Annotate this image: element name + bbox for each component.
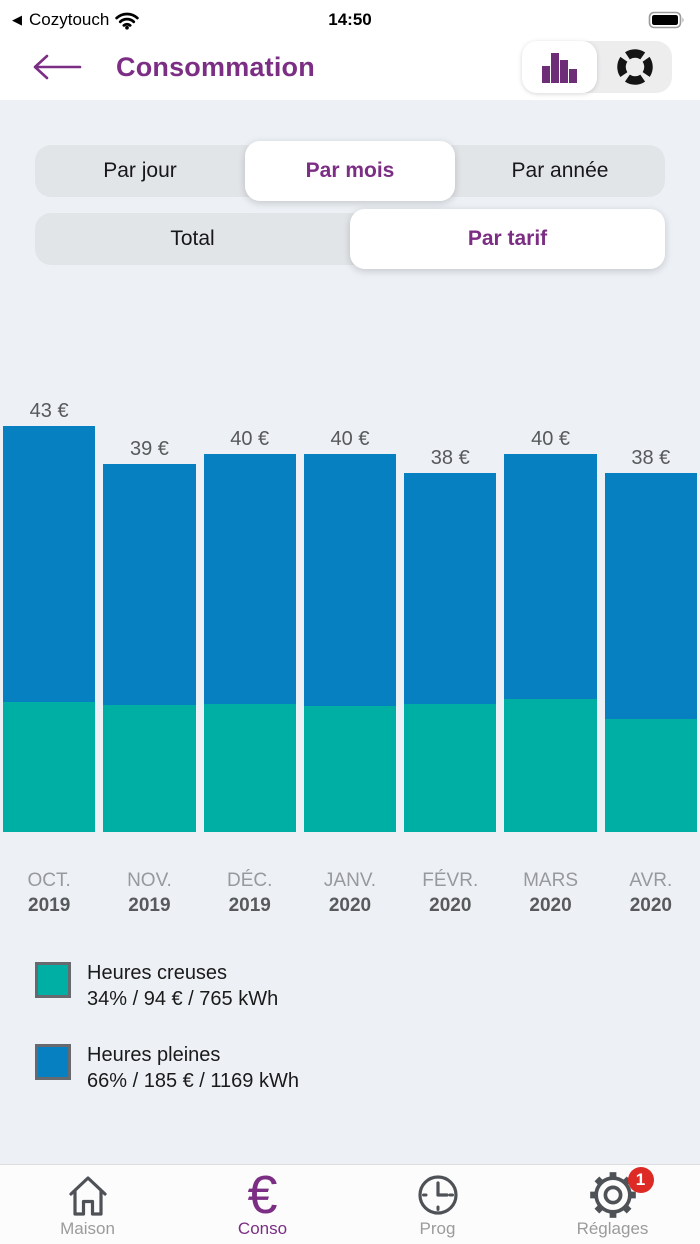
legend-name: Heures creuses xyxy=(87,962,228,984)
legend-detail: 34% / 94 € / 765 kWh xyxy=(87,988,279,1010)
tab-par-mois[interactable]: Par mois xyxy=(245,141,455,201)
house-icon xyxy=(64,1171,112,1219)
app-header: Consommation xyxy=(0,34,700,100)
chart-view-toggle xyxy=(522,41,672,93)
legend-name: Heures pleines xyxy=(87,1044,221,1066)
bar-total-label: 40 € xyxy=(330,428,370,451)
notification-badge: 1 xyxy=(627,1167,654,1193)
tab-total[interactable]: Total xyxy=(170,227,215,250)
legend-heures-creuses: Heures creuses 34% / 94 € / 765 kWh xyxy=(35,960,700,1012)
tab-label: Conso xyxy=(237,1219,288,1238)
heures-creuses-segment xyxy=(203,703,296,832)
arrow-left-icon[interactable] xyxy=(30,52,84,82)
x-axis-label: NOV. 2019 xyxy=(127,870,172,916)
bar-total-label: 43 € xyxy=(29,400,69,423)
carrier-name[interactable]: Cozytouch xyxy=(29,10,110,29)
clock-icon xyxy=(414,1171,462,1219)
mode-segmented-control: Total Par tarif xyxy=(35,209,665,269)
bar-column[interactable]: 38 € xyxy=(604,447,697,832)
back-to-app-icon[interactable]: ◀ xyxy=(12,12,22,27)
bottom-tab-bar: Maison € Conso Prog xyxy=(0,1164,700,1244)
bar-total-label: 39 € xyxy=(129,437,169,460)
heures-pleines-segment xyxy=(3,426,96,702)
bar-column[interactable]: 40 € xyxy=(504,428,597,832)
tab-conso[interactable]: € Conso xyxy=(175,1165,350,1244)
carrier-info: ◀ Cozytouch xyxy=(12,10,140,30)
tab-label: Réglages xyxy=(576,1219,649,1238)
bar-total-label: 38 € xyxy=(631,447,671,470)
heures-pleines-segment xyxy=(604,473,697,719)
heures-pleines-segment xyxy=(404,473,497,704)
heures-creuses-segment xyxy=(404,703,497,832)
bar-chart-view-button[interactable] xyxy=(522,41,597,93)
heures-creuses-segment xyxy=(504,698,597,832)
wifi-icon xyxy=(115,11,140,30)
clock-time: 14:50 xyxy=(328,10,372,29)
heures-creuses-swatch xyxy=(35,962,71,998)
bar-column[interactable]: 43 € xyxy=(3,400,96,832)
bar-total-label: 40 € xyxy=(230,428,270,451)
bar-column[interactable]: 40 € xyxy=(203,428,296,832)
heures-creuses-segment xyxy=(604,718,697,832)
tab-par-annee[interactable]: Par année xyxy=(511,159,609,182)
x-axis-label: DÉC. 2019 xyxy=(227,870,273,916)
heures-creuses-segment xyxy=(3,701,96,832)
bar-column[interactable]: 38 € xyxy=(404,447,497,832)
x-axis-label: MARS 2020 xyxy=(523,870,578,916)
x-axis-label: OCT. 2019 xyxy=(27,870,71,916)
x-axis-labels: OCT. 2019 NOV. 2019 DÉC. 2019 JANV. 2020 FÉVR. 20… xyxy=(0,868,700,918)
heures-pleines-segment xyxy=(504,454,597,699)
bar-column[interactable]: 39 € xyxy=(103,437,196,832)
stacked-bar-chart: 43 € 39 € 40 € 40 € 38 € 40 € 38 € xyxy=(0,398,700,832)
x-axis-label: AVR. 2020 xyxy=(629,870,673,916)
heures-pleines-segment xyxy=(103,463,196,705)
tab-par-tarif[interactable]: Par tarif xyxy=(350,209,665,269)
period-segmented-control: Par jour Par mois Par année xyxy=(35,141,665,201)
page-title: Consommation xyxy=(116,51,315,82)
gear-icon: 1 xyxy=(588,1167,654,1219)
tab-par-jour[interactable]: Par jour xyxy=(103,159,177,182)
x-axis-label: JANV. 2020 xyxy=(323,870,377,916)
status-bar: ◀ Cozytouch 14:50 xyxy=(0,0,700,34)
legend-heures-pleines: Heures pleines 66% / 185 € / 1169 kWh xyxy=(35,1042,700,1094)
legend-detail: 66% / 185 € / 1169 kWh xyxy=(87,1070,299,1092)
heures-creuses-segment xyxy=(103,704,196,832)
donut-chart-view-button[interactable] xyxy=(597,41,672,93)
heures-creuses-segment xyxy=(303,706,397,832)
heures-pleines-segment xyxy=(203,454,296,704)
bar-total-label: 40 € xyxy=(531,428,571,451)
battery-icon xyxy=(648,10,688,30)
donut-chart-icon xyxy=(615,47,655,87)
chart-legend: Heures creuses 34% / 94 € / 765 kWh Heur… xyxy=(35,960,700,1094)
tab-maison[interactable]: Maison xyxy=(0,1165,175,1244)
x-axis-label: FÉVR. 2020 xyxy=(422,870,479,916)
euro-icon: € xyxy=(247,1165,278,1225)
bar-chart-icon xyxy=(540,49,580,85)
bar-total-label: 38 € xyxy=(430,447,470,470)
tab-label: Prog xyxy=(419,1219,456,1238)
bar-column[interactable]: 40 € xyxy=(303,428,397,832)
tab-label: Maison xyxy=(60,1219,115,1238)
consumption-content: Par jour Par mois Par année Total Par ta… xyxy=(0,100,700,1164)
heures-pleines-swatch xyxy=(35,1044,71,1080)
tab-prog[interactable]: Prog xyxy=(350,1165,525,1244)
tab-reglages[interactable]: 1 Réglages xyxy=(525,1165,700,1244)
heures-pleines-segment xyxy=(303,454,397,707)
